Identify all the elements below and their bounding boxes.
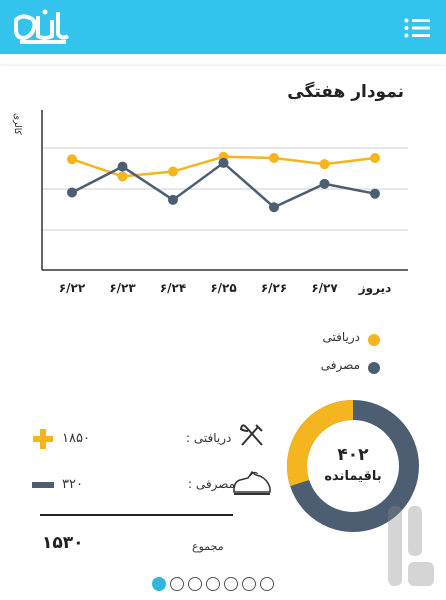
series-1-point-3 — [218, 157, 229, 168]
burned-label: مصرفی : — [188, 477, 236, 491]
legend-received: دریافتی — [322, 330, 380, 346]
series-line-1 — [71, 161, 376, 209]
donut-center: ۴۰۲ باقیمانده — [307, 421, 399, 513]
series-0-point-6 — [370, 153, 380, 163]
remaining-value: ۴۰۲ — [337, 445, 369, 465]
series-0-point-5 — [319, 159, 330, 170]
series-1-point-5 — [319, 178, 330, 189]
page-dot[interactable] — [224, 577, 238, 591]
legend-burned-dot — [368, 362, 380, 374]
x-tick-label: ۶/۲۲ — [59, 281, 86, 295]
page-dot[interactable] — [188, 577, 202, 591]
page-dot[interactable] — [242, 577, 256, 591]
hamburger-icon[interactable] — [404, 17, 430, 39]
x-tick-label: دیروز — [358, 281, 392, 296]
legend-received-label: دریافتی — [322, 330, 361, 344]
series-0-point-0 — [67, 154, 77, 165]
legend-received-dot — [368, 334, 380, 346]
x-tick-label: ۶/۲۶ — [261, 281, 287, 295]
total-label: مجموع — [192, 540, 224, 553]
series-1-point-6 — [370, 188, 380, 199]
fork-knife-icon — [239, 424, 263, 446]
page-dot[interactable] — [170, 577, 184, 591]
series-0-point-4 — [269, 153, 279, 163]
series-0-point-1 — [117, 171, 128, 182]
x-tick-label: ۶/۲۳ — [109, 281, 136, 295]
legend-burned-label: مصرفی — [320, 358, 360, 372]
received-label: دریافتی : — [186, 431, 232, 445]
minus-icon — [32, 482, 54, 488]
legend-burned: مصرفی — [320, 358, 380, 374]
page-dot[interactable] — [206, 577, 220, 591]
received-value: ۱۸۵۰ — [62, 431, 90, 446]
x-tick-label: ۶/۲۷ — [311, 281, 338, 295]
plus-icon — [33, 429, 53, 449]
series-1-point-0 — [67, 187, 77, 198]
summary-divider — [40, 514, 233, 516]
x-tick-label: ۶/۲۵ — [210, 281, 236, 295]
series-1-point-2 — [168, 194, 178, 205]
app-bar — [0, 0, 446, 54]
series-1-point-4 — [269, 202, 279, 213]
total-value: ۱۵۳۰ — [42, 533, 84, 553]
page-indicator — [152, 577, 274, 591]
chart-title: نمودار هفتگی — [287, 82, 404, 102]
series-0-point-2 — [168, 166, 178, 177]
cafe-bazaar-watermark — [388, 506, 434, 586]
weekly-line-chart: ۶/۲۲ ۶/۲۳ ۶/۲۴ ۶/۲۵ ۶/۲۶ ۶/۲۷ دیروز — [41, 110, 408, 296]
sneaker-icon — [233, 470, 271, 495]
page-dot[interactable] — [152, 577, 166, 591]
x-tick-label: ۶/۲۴ — [160, 281, 186, 295]
donut-received-arc — [287, 400, 419, 532]
burned-value: ۳۲۰ — [62, 477, 83, 492]
page-dot[interactable] — [260, 577, 274, 591]
series-1-point-1 — [117, 161, 128, 172]
logo — [14, 9, 70, 44]
remaining-donut — [287, 400, 419, 532]
remaining-label: باقیمانده — [324, 469, 382, 484]
